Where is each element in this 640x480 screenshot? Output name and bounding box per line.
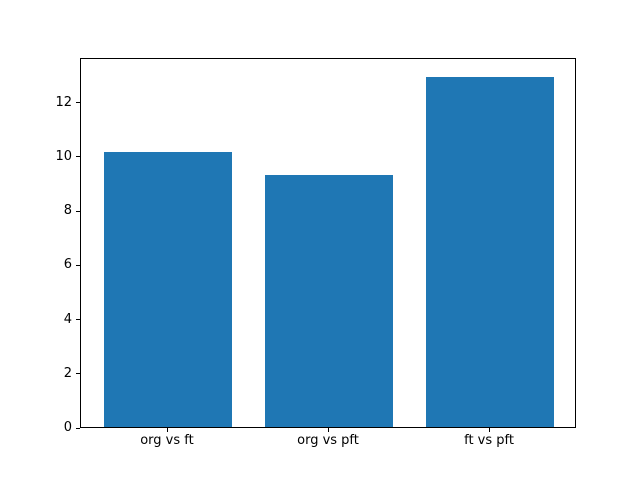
x-tick-mark xyxy=(166,428,168,432)
y-tick-label: 0 xyxy=(63,420,72,435)
y-tick-label: 8 xyxy=(63,203,72,219)
y-tick-mark xyxy=(76,264,80,266)
x-tick-label-ft-vs-pft: ft vs pft xyxy=(464,433,514,448)
bar-org-vs-ft xyxy=(103,152,233,427)
x-tick-label-org-vs-pft: org vs pft xyxy=(297,433,359,448)
x-tick-label-org-vs-ft: org vs ft xyxy=(140,433,194,448)
bar-ft-vs-pft xyxy=(425,76,555,427)
x-tick-mark xyxy=(328,428,329,432)
y-tick-mark xyxy=(76,319,80,321)
y-tick-mark xyxy=(76,156,80,158)
y-tick-label: 12 xyxy=(55,94,72,110)
y-tick-label: 10 xyxy=(55,148,72,164)
y-tick-mark xyxy=(76,427,80,429)
x-tick-mark xyxy=(489,428,491,432)
y-tick-label: 6 xyxy=(63,257,72,273)
y-tick-mark xyxy=(76,102,80,104)
y-tick-label: 4 xyxy=(63,311,72,327)
y-tick-mark xyxy=(76,210,80,212)
plot-area xyxy=(80,58,576,428)
bar-org-vs-pft xyxy=(264,174,394,427)
y-tick-mark xyxy=(76,373,80,375)
y-tick-label: 2 xyxy=(63,365,72,381)
